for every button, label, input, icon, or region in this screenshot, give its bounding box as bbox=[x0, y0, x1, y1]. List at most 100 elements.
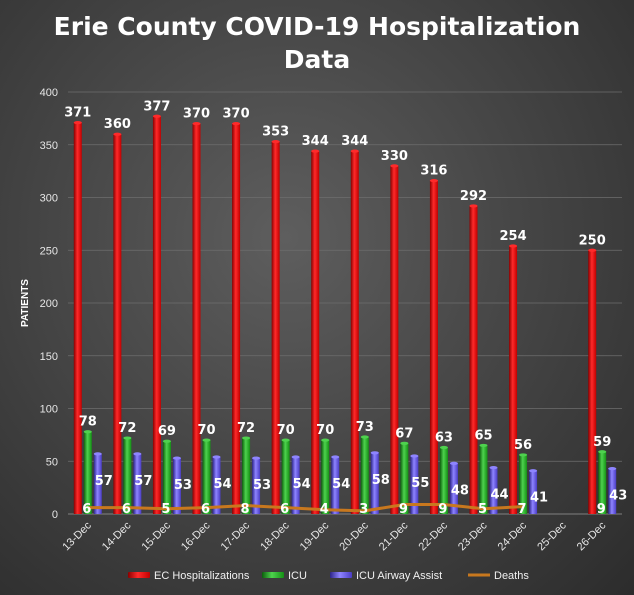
data-label: 353 bbox=[262, 125, 289, 140]
bar bbox=[390, 165, 399, 514]
data-label: 292 bbox=[460, 189, 487, 204]
data-label: 73 bbox=[356, 420, 374, 435]
legend-swatch bbox=[262, 572, 284, 578]
x-tick-label: 15-Dec bbox=[139, 519, 173, 553]
data-label: 48 bbox=[451, 483, 469, 498]
bar-cap bbox=[123, 436, 132, 440]
legend-label: Deaths bbox=[494, 570, 529, 582]
data-label: 330 bbox=[381, 149, 408, 164]
x-tick-label: 20-Dec bbox=[337, 519, 371, 553]
bar bbox=[242, 438, 251, 514]
data-label: 371 bbox=[64, 106, 91, 121]
data-label: 72 bbox=[237, 421, 255, 436]
legend-label: ICU Airway Assist bbox=[356, 570, 442, 582]
y-tick-label: 50 bbox=[46, 456, 58, 468]
chart-title: Erie County COVID-19 Hospitalization Dat… bbox=[0, 10, 634, 76]
bar-cap bbox=[429, 179, 438, 183]
bar-cap bbox=[232, 122, 241, 126]
bar bbox=[489, 467, 498, 514]
bar bbox=[439, 447, 448, 514]
data-label: 41 bbox=[530, 491, 548, 506]
data-label: 370 bbox=[223, 107, 250, 122]
data-label: 65 bbox=[474, 428, 492, 443]
bar-cap bbox=[608, 467, 617, 471]
bar-cap bbox=[439, 445, 448, 450]
bar bbox=[331, 457, 340, 514]
bar-cap bbox=[321, 438, 330, 442]
bar bbox=[519, 454, 528, 514]
legend-label: EC Hospitalizations bbox=[154, 570, 250, 582]
bar bbox=[73, 122, 82, 514]
data-label: 70 bbox=[316, 423, 334, 438]
deaths-data-label: 5 bbox=[478, 502, 487, 517]
bar-cap bbox=[588, 248, 597, 252]
bar-cap bbox=[311, 149, 320, 153]
data-label: 78 bbox=[79, 415, 97, 430]
bar bbox=[410, 455, 419, 514]
bar bbox=[598, 451, 607, 514]
bar bbox=[360, 436, 369, 514]
bar-cap bbox=[291, 455, 300, 459]
data-label: 70 bbox=[197, 423, 215, 438]
x-tick-label: 22-Dec bbox=[416, 519, 450, 553]
deaths-data-label: 6 bbox=[122, 502, 131, 517]
data-label: 70 bbox=[277, 423, 295, 438]
bar bbox=[429, 180, 438, 514]
bar-cap bbox=[390, 164, 399, 168]
bar-cap bbox=[598, 450, 607, 454]
deaths-data-label: 8 bbox=[241, 502, 250, 517]
bar bbox=[93, 453, 102, 514]
y-tick-label: 150 bbox=[40, 351, 58, 363]
bar bbox=[311, 151, 320, 514]
bar-cap bbox=[242, 436, 251, 440]
bar-cap bbox=[400, 441, 409, 445]
data-label: 59 bbox=[593, 435, 611, 450]
data-label: 316 bbox=[420, 164, 447, 179]
chart-title-line-2: Data bbox=[283, 45, 351, 74]
data-label: 360 bbox=[104, 117, 131, 132]
data-label: 63 bbox=[435, 431, 453, 446]
x-tick-label: 14-Dec bbox=[100, 519, 134, 553]
y-axis-label: PATIENTS bbox=[20, 279, 31, 327]
bar bbox=[479, 445, 488, 514]
deaths-data-label: 6 bbox=[82, 502, 91, 517]
bar bbox=[123, 438, 132, 514]
bar bbox=[449, 463, 458, 514]
bar-cap bbox=[133, 452, 142, 456]
bar bbox=[271, 141, 280, 514]
x-tick-label: 21-Dec bbox=[377, 519, 411, 553]
y-tick-label: 250 bbox=[40, 245, 58, 257]
bar bbox=[608, 468, 617, 514]
bar bbox=[202, 440, 211, 514]
bar-cap bbox=[252, 456, 261, 460]
bar-cap bbox=[212, 455, 221, 459]
data-label: 58 bbox=[372, 473, 390, 488]
chart-title-line-1: Erie County COVID-19 Hospitalization bbox=[53, 12, 581, 41]
data-label: 250 bbox=[579, 233, 606, 248]
legend-swatch bbox=[330, 572, 352, 578]
bar-cap bbox=[331, 455, 340, 459]
bar bbox=[509, 246, 518, 514]
bar-cap bbox=[192, 122, 201, 126]
bar-cap bbox=[73, 120, 82, 125]
deaths-data-label: 4 bbox=[320, 502, 329, 517]
bar bbox=[212, 457, 221, 514]
y-tick-label: 350 bbox=[40, 140, 58, 152]
deaths-data-label: 6 bbox=[280, 502, 289, 517]
data-label: 69 bbox=[158, 424, 176, 439]
bar bbox=[529, 470, 538, 514]
bar-cap bbox=[93, 452, 102, 456]
bar-cap bbox=[479, 443, 488, 448]
x-tick-label: 18-Dec bbox=[258, 519, 292, 553]
bar bbox=[83, 431, 92, 514]
x-tick-label: 23-Dec bbox=[456, 519, 490, 553]
bar bbox=[172, 458, 181, 514]
x-tick-label: 26-Dec bbox=[575, 519, 609, 553]
deaths-data-label: 5 bbox=[161, 502, 170, 517]
bar bbox=[192, 123, 201, 515]
bar-cap bbox=[113, 132, 122, 136]
deaths-data-label: 6 bbox=[201, 502, 210, 517]
deaths-data-label: 9 bbox=[597, 502, 606, 517]
